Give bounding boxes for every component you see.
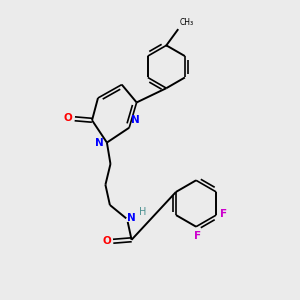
Text: H: H: [139, 207, 146, 217]
Text: CH₃: CH₃: [179, 18, 194, 27]
Text: N: N: [94, 138, 103, 148]
Text: O: O: [64, 113, 73, 123]
Text: O: O: [102, 236, 111, 246]
Text: F: F: [220, 209, 227, 220]
Text: N: N: [127, 213, 136, 224]
Text: N: N: [131, 115, 140, 125]
Text: F: F: [194, 231, 201, 242]
